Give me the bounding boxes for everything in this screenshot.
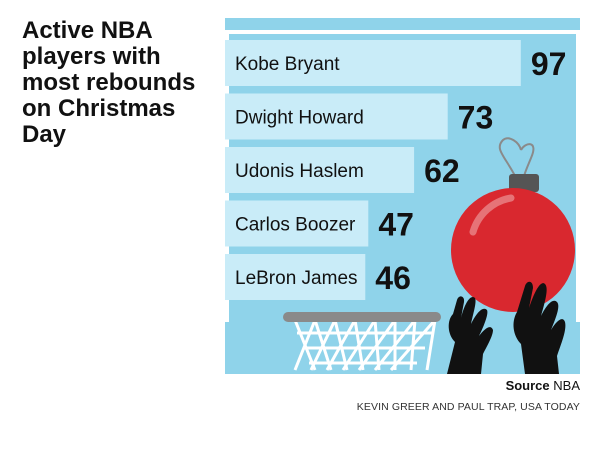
bar-chart: Kobe Bryant 97 Dwight Howard 73 Udonis Hasle… [225,18,580,374]
bar [225,40,521,86]
bar-value-label: 73 [458,100,494,136]
right-hand-icon [513,281,566,374]
ornament-highlight [469,194,515,236]
bar [225,93,448,140]
bars-layer: Kobe Bryant 97 Dwight Howard 73 Udonis Hasle… [225,40,566,300]
bar-value-label: 97 [531,46,567,82]
chart-panel: Kobe Bryant 97 Dwight Howard 73 Udonis Hasle… [225,18,580,374]
source-line: Source NBA [506,378,580,393]
bar-category-label: Udonis Haslem [235,161,364,182]
hoop-rim [283,312,441,322]
reaching-hands-icon [447,281,566,374]
bar-category-label: Kobe Bryant [235,54,340,75]
source-value: NBA [553,378,580,393]
basketball-net [283,312,441,371]
bar-value-label: 47 [378,207,414,243]
bar-category-label: Dwight Howard [235,108,364,129]
bar [225,254,366,300]
bar-value-label: 62 [424,153,460,189]
chart-title: Active NBA players with most rebounds on… [22,17,196,148]
net-icon [293,319,437,371]
credit-line: KEVIN GREER AND PAUL TRAP, USA TODAY [356,401,580,413]
left-hand-icon [447,296,493,374]
bar-category-label: Carlos Boozer [235,215,356,236]
bar-category-label: LeBron James [235,268,358,289]
bar [225,200,369,247]
backboard-right-edge [576,30,580,322]
ornament-ball [451,188,575,312]
source-label: Source [505,378,550,393]
bar [225,147,415,193]
bar-value-label: 46 [375,260,411,296]
ornament-cap [509,174,539,192]
backboard-top-edge [225,30,580,34]
christmas-ornament-icon [451,137,575,312]
